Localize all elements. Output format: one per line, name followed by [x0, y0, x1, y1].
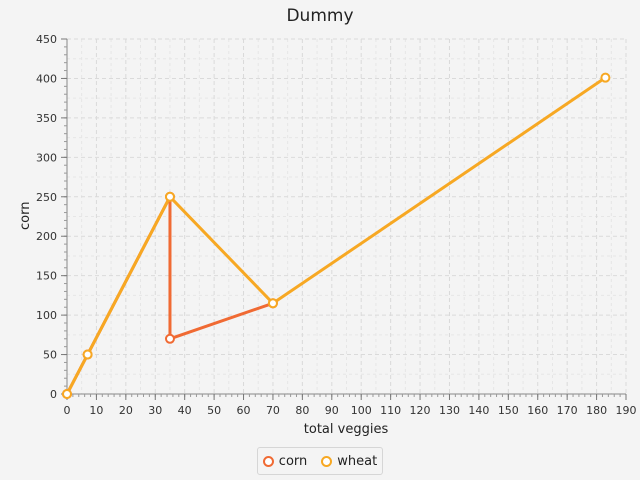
y-tick-label: 450 — [36, 33, 57, 46]
x-tick-label: 10 — [89, 404, 103, 417]
data-point-wheat — [600, 72, 611, 83]
legend: corn wheat — [257, 447, 383, 475]
x-tick-label: 130 — [439, 404, 460, 417]
legend-swatch-corn — [262, 455, 274, 467]
x-tick-label: 180 — [586, 404, 607, 417]
x-tick-label: 150 — [498, 404, 519, 417]
legend-label-wheat: wheat — [337, 453, 378, 469]
x-tick-label: 110 — [380, 404, 401, 417]
y-tick-label: 100 — [36, 309, 57, 322]
y-tick-label: 0 — [50, 388, 57, 401]
x-tick-label: 20 — [119, 404, 133, 417]
x-tick-label: 30 — [148, 404, 162, 417]
y-tick-label: 300 — [36, 151, 57, 164]
legend-swatch-wheat — [321, 455, 333, 467]
x-tick-label: 190 — [616, 404, 637, 417]
y-tick-label: 400 — [36, 72, 57, 85]
data-point-corn — [164, 333, 175, 344]
legend-item-wheat: wheat — [321, 454, 377, 469]
x-tick-label: 70 — [266, 404, 280, 417]
legend-label-corn: corn — [278, 453, 308, 469]
x-tick-label: 60 — [237, 404, 251, 417]
x-tick-label: 120 — [410, 404, 431, 417]
data-point-wheat — [62, 389, 72, 399]
x-tick-label: 50 — [207, 404, 221, 417]
x-tick-label: 160 — [527, 404, 548, 417]
y-tick-label: 50 — [43, 349, 57, 362]
x-tick-label: 90 — [325, 404, 339, 417]
x-tick-label: 170 — [557, 404, 578, 417]
x-axis-label: total veggies — [303, 422, 389, 437]
x-tick-label: 140 — [468, 404, 489, 417]
x-tick-label: 80 — [295, 404, 309, 417]
x-tick-label: 0 — [64, 404, 71, 417]
data-point-wheat — [267, 298, 278, 309]
data-point-wheat — [82, 349, 93, 360]
y-tick-label: 350 — [36, 112, 57, 125]
y-tick-label: 200 — [36, 230, 57, 243]
y-tick-label: 250 — [36, 191, 57, 204]
x-tick-label: 40 — [178, 404, 192, 417]
x-tick-label: 100 — [351, 404, 372, 417]
chart-title: Dummy — [286, 6, 354, 26]
y-axis-label: corn — [18, 201, 33, 230]
y-tick-label: 150 — [36, 270, 57, 283]
legend-item-corn: corn — [262, 453, 308, 469]
data-point-wheat — [164, 191, 175, 202]
